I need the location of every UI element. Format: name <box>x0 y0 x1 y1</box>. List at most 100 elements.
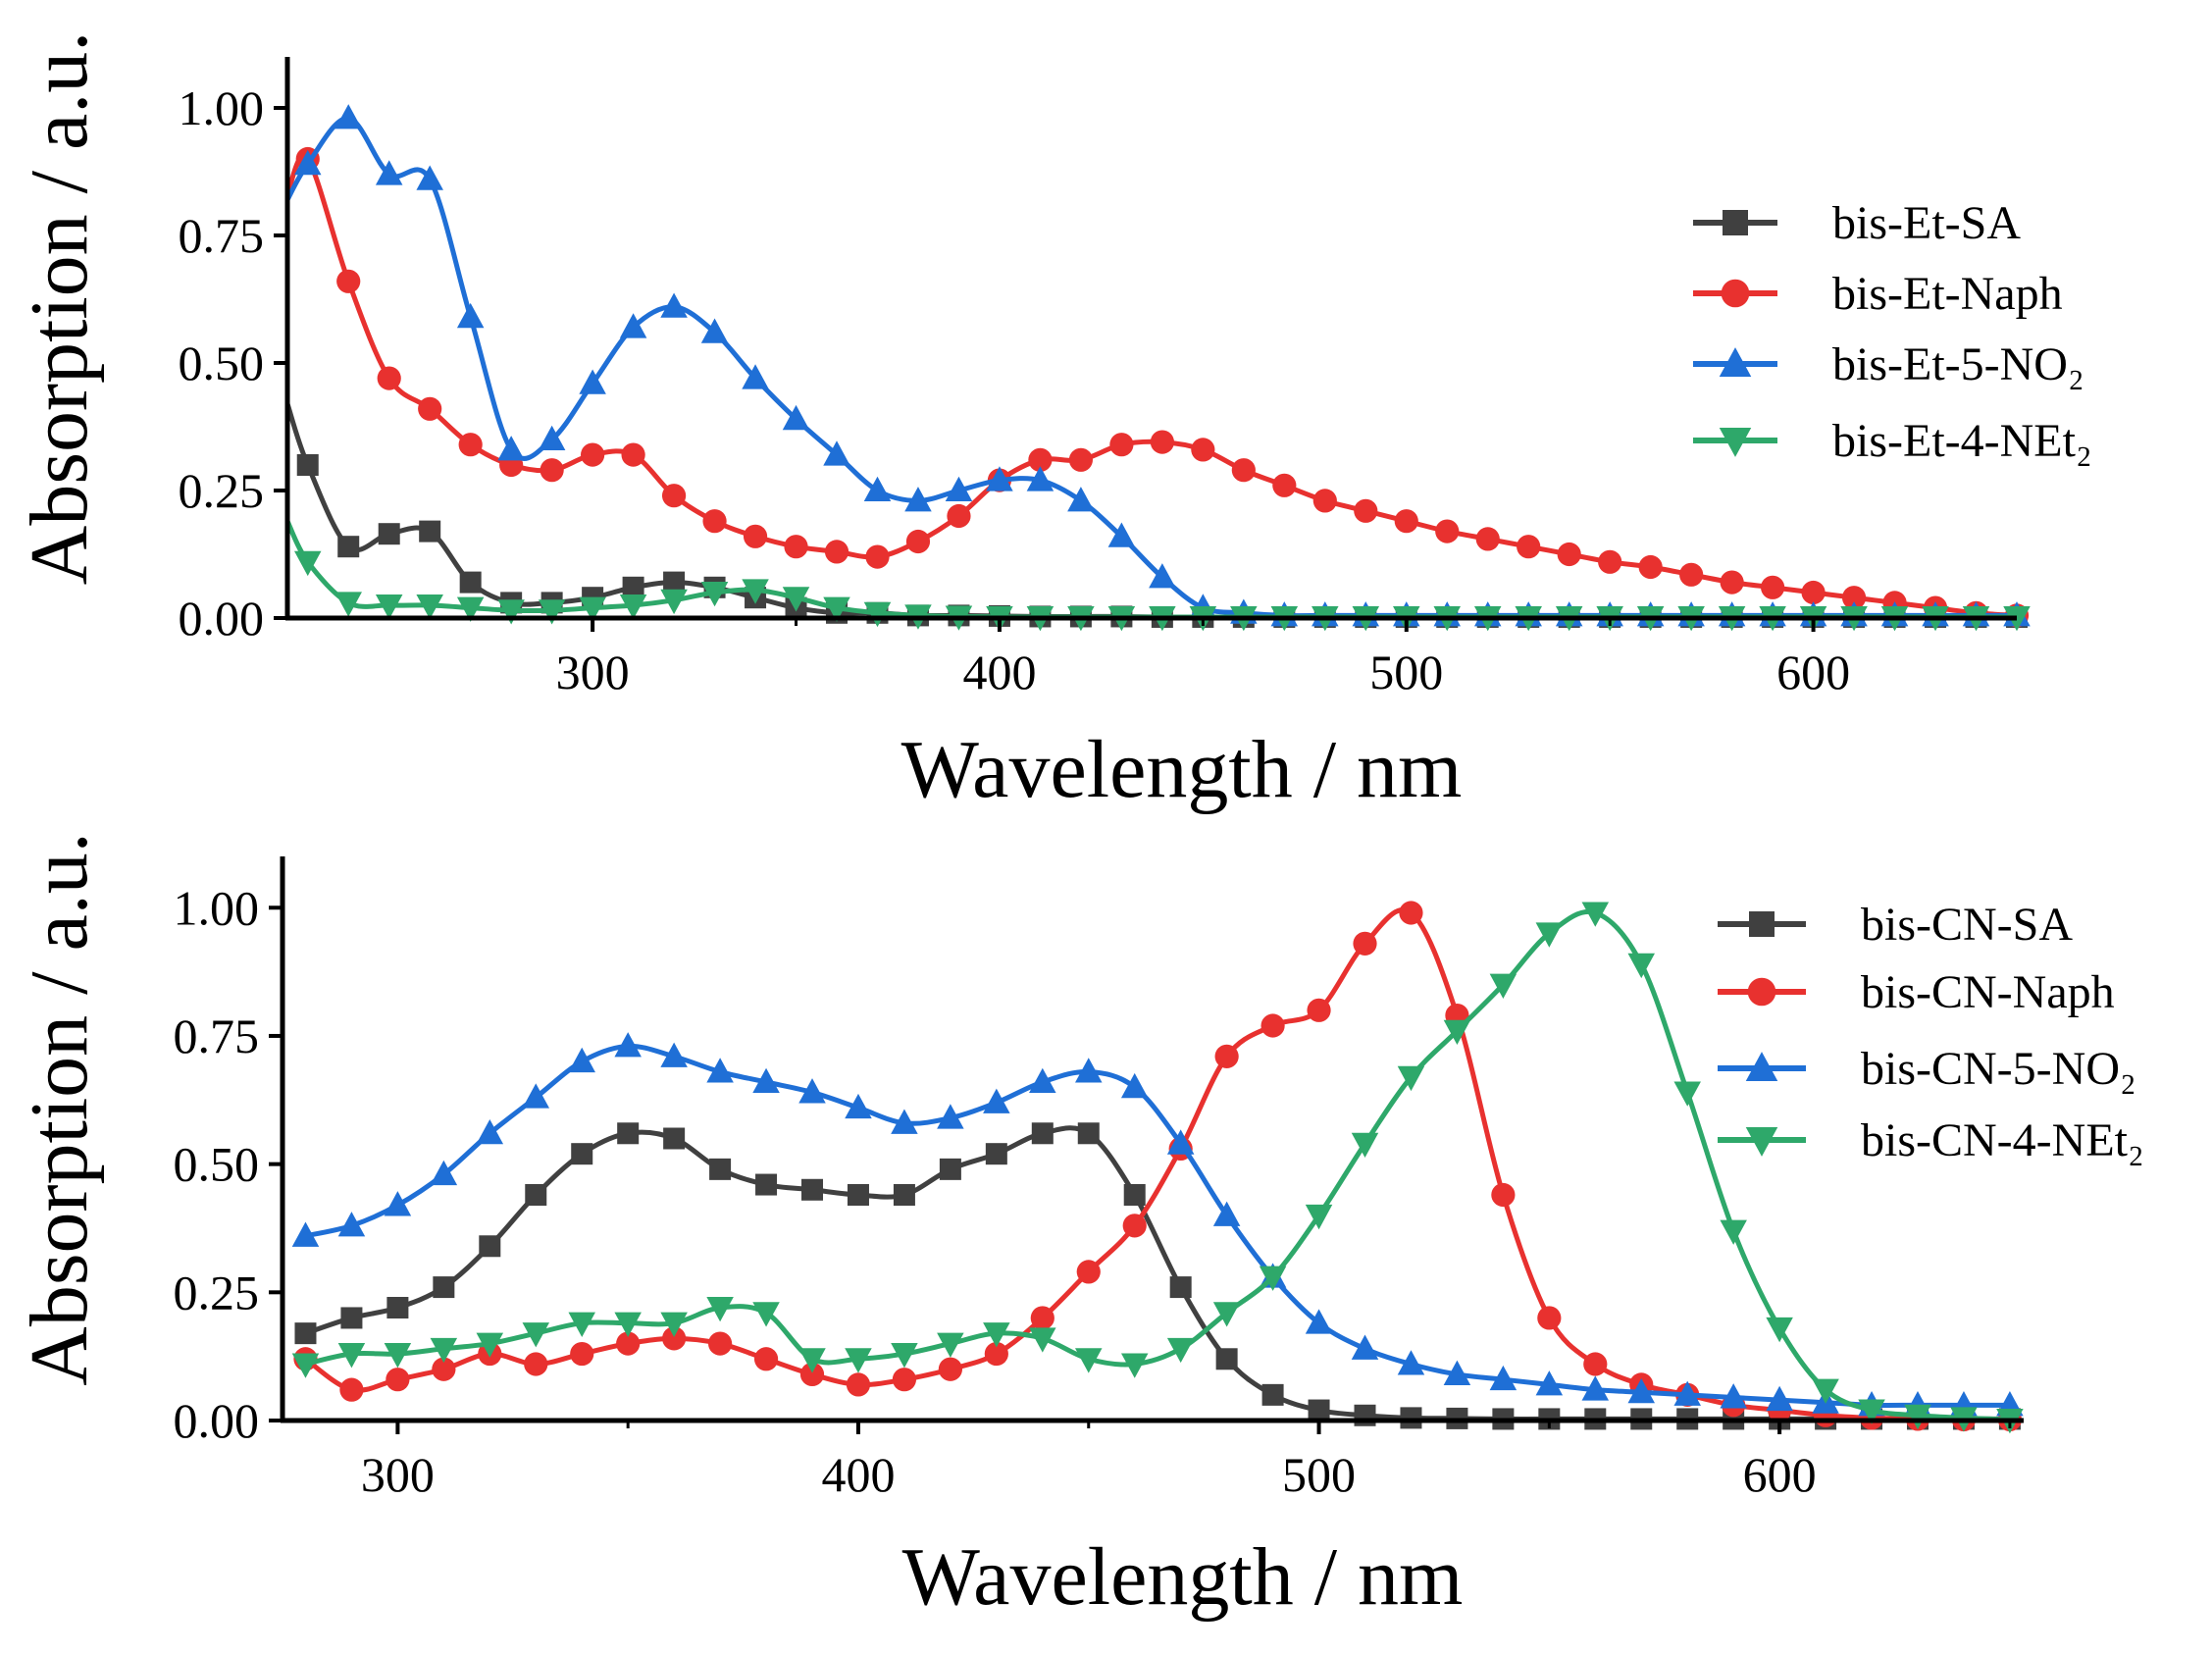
circle-marker <box>984 1341 1008 1367</box>
square-marker <box>340 1307 363 1329</box>
circle-marker <box>621 442 645 467</box>
square-marker <box>419 520 441 543</box>
triangle-up-marker <box>522 1083 550 1109</box>
legend-label: bis-Et-Naph <box>1832 268 2063 320</box>
legend-label: bis-CN-4-NEt₂ <box>1861 1114 2144 1166</box>
triangle-down-marker <box>1212 1302 1241 1327</box>
circle-marker <box>784 535 808 559</box>
triangle-down-marker <box>1627 953 1656 979</box>
square-marker <box>337 536 360 558</box>
square-marker <box>1261 1383 1284 1406</box>
triangle-down-marker <box>1535 922 1564 948</box>
triangle-down-marker <box>660 589 688 615</box>
triangle-down-marker <box>1812 1378 1839 1404</box>
y-axis-label: Absorption / a.u. <box>14 31 105 586</box>
square-marker <box>617 1122 640 1145</box>
triangle-up-marker <box>1535 1370 1564 1396</box>
circle-marker <box>616 1331 641 1356</box>
triangle-down-marker <box>706 1297 734 1322</box>
circle-marker <box>1679 562 1704 587</box>
triangle-down-marker <box>1720 1219 1747 1245</box>
triangle-down-marker <box>522 1322 550 1348</box>
triangle-down-marker <box>476 1332 504 1358</box>
circle-marker <box>1231 458 1256 483</box>
circle-marker <box>1191 438 1215 462</box>
y-tick-label: 0.00 <box>179 591 265 646</box>
triangle-up-marker <box>660 1042 688 1067</box>
circle-marker <box>1307 998 1331 1022</box>
triangle-down-marker <box>937 1332 964 1358</box>
y-tick-label: 0.50 <box>179 336 265 390</box>
triangle-up-marker <box>823 440 850 466</box>
triangle-up-marker <box>945 476 973 501</box>
series-bis-cn-sa <box>294 1122 2021 1430</box>
triangle-down-marker <box>1259 1266 1287 1291</box>
circle-marker <box>824 540 849 564</box>
triangle-down-marker <box>782 587 810 612</box>
square-marker <box>1215 1348 1238 1370</box>
square-marker <box>1123 1184 1146 1206</box>
circle-marker <box>1028 447 1053 472</box>
triangle-down-marker <box>1904 1404 1931 1430</box>
triangle-down-marker <box>1120 1353 1149 1378</box>
square-marker <box>479 1235 501 1258</box>
circle-marker <box>1721 279 1750 308</box>
circle-marker <box>1761 575 1785 599</box>
circle-marker <box>540 458 564 483</box>
circle-marker <box>1583 1352 1608 1376</box>
triangle-up-marker <box>291 1221 320 1247</box>
circle-marker <box>1312 489 1337 513</box>
circle-marker <box>1435 519 1460 543</box>
triangle-down-marker <box>375 594 403 620</box>
legend-label: bis-CN-SA <box>1861 899 2073 951</box>
circle-marker <box>1517 535 1541 559</box>
square-marker <box>1077 1122 1100 1145</box>
triangle-down-marker <box>416 594 443 620</box>
circle-marker <box>386 1368 410 1392</box>
triangle-down-marker <box>430 1337 458 1364</box>
square-marker <box>386 1297 409 1318</box>
y-tick-label: 1.00 <box>174 880 260 935</box>
square-marker <box>1308 1399 1330 1421</box>
circle-marker <box>1150 430 1174 454</box>
triangle-up-marker <box>1719 347 1752 377</box>
triangle-down-marker <box>845 1348 872 1373</box>
triangle-up-marker <box>334 104 362 129</box>
legend-label: bis-CN-Naph <box>1861 966 2115 1018</box>
y-tick-label: 0.75 <box>179 208 265 263</box>
circle-marker <box>905 529 931 554</box>
circle-marker <box>799 1362 825 1387</box>
circle-marker <box>418 396 442 421</box>
triangle-down-marker <box>334 592 362 617</box>
circle-marker <box>1638 554 1663 580</box>
y-tick-label: 0.75 <box>174 1008 260 1063</box>
circle-marker <box>846 1372 871 1397</box>
circle-marker <box>1272 473 1297 497</box>
triangle-up-marker <box>706 1058 734 1083</box>
triangle-up-marker <box>1120 1072 1149 1099</box>
triangle-up-marker <box>375 160 403 185</box>
triangle-up-marker <box>293 149 322 176</box>
triangle-down-marker <box>1397 1065 1425 1092</box>
series-line <box>304 1125 2010 1421</box>
triangle-down-marker <box>1745 1127 1778 1157</box>
series-line <box>304 907 2010 1422</box>
triangle-up-marker <box>416 165 443 190</box>
y-tick-label: 0.50 <box>174 1137 260 1192</box>
circle-marker <box>1537 1306 1562 1330</box>
circle-marker <box>707 1331 733 1356</box>
square-marker <box>296 454 319 476</box>
triangle-down-marker <box>579 596 606 622</box>
x-tick-label: 600 <box>1776 645 1850 699</box>
triangle-up-marker <box>937 1104 964 1129</box>
square-marker <box>294 1322 317 1345</box>
triangle-down-marker <box>1858 1399 1885 1424</box>
triangle-up-marker <box>1581 1375 1610 1401</box>
triangle-up-marker <box>497 436 525 461</box>
square-marker <box>1723 210 1748 235</box>
y-tick-label: 0.00 <box>174 1393 260 1448</box>
triangle-up-marker <box>579 369 606 394</box>
circle-marker <box>1109 433 1134 457</box>
x-tick-label: 500 <box>1369 645 1443 699</box>
